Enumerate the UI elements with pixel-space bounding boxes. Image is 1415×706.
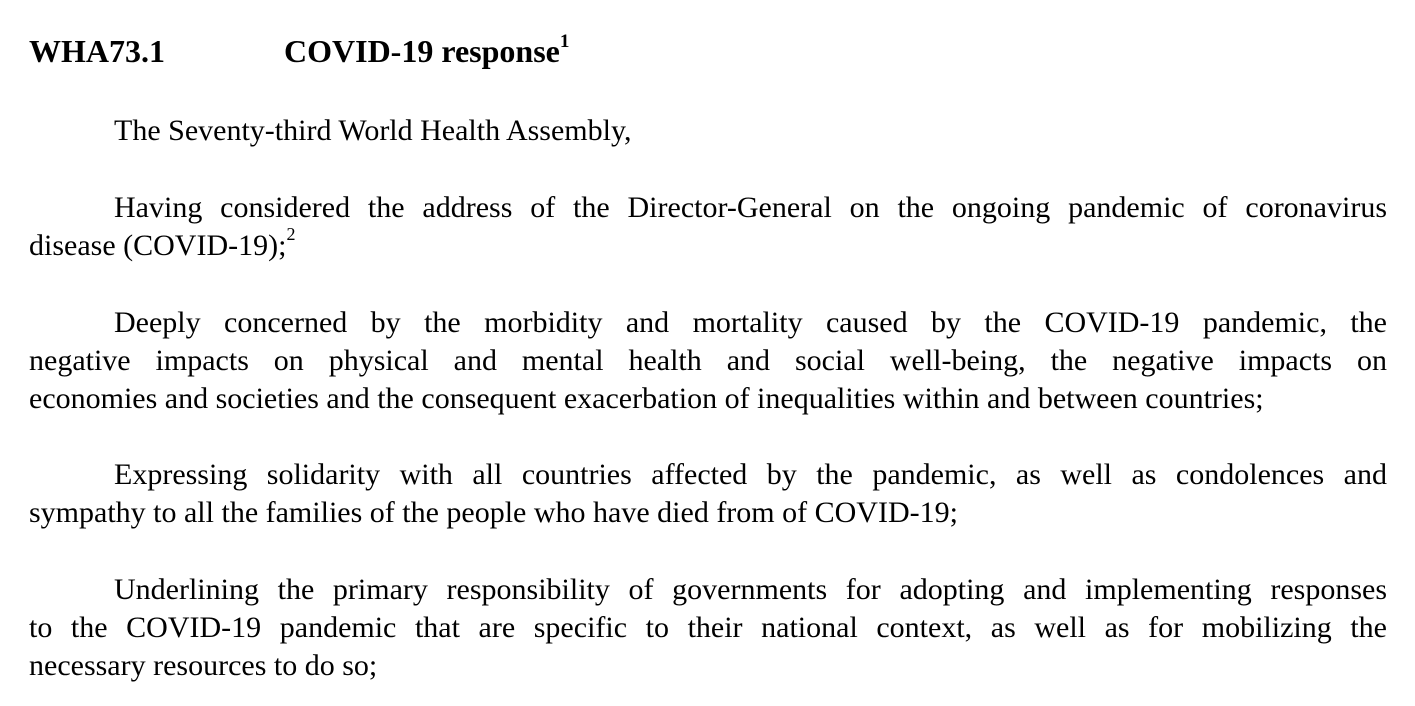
paragraph-expressing-solidarity: Expressing solidarity with all countries… — [29, 456, 1387, 532]
paragraph-line: sympathy to all the families of the peop… — [29, 496, 958, 529]
paragraph-underlining: Underlining the primary responsibility o… — [29, 571, 1387, 685]
footnote-marker-1: 1 — [559, 30, 570, 52]
paragraph-line: negative impacts on physical and mental … — [29, 344, 1387, 377]
paragraph-line: necessary resources to do so; — [29, 649, 378, 682]
paragraph-line: to the COVID-19 pandemic that are specif… — [29, 611, 1387, 644]
paragraph-line-text: disease (COVID-19); — [29, 229, 287, 262]
paragraph-line: The Seventy-third World Health Assembly, — [114, 114, 632, 147]
paragraph-line: Deeply concerned by the morbidity and mo… — [114, 306, 1387, 339]
paragraph-deeply-concerned: Deeply concerned by the morbidity and mo… — [29, 304, 1387, 418]
paragraph-having-considered: Having considered the address of the Dir… — [29, 189, 1387, 265]
resolution-code: WHA73.1 — [29, 33, 165, 69]
paragraph-line: economies and societies and the conseque… — [29, 382, 1264, 415]
resolution-title: COVID-19 response1 — [284, 30, 570, 70]
footnote-marker-2: 2 — [286, 224, 296, 245]
paragraph-line: Having considered the address of the Dir… — [114, 191, 1387, 224]
paragraph-assembly: The Seventy-third World Health Assembly, — [29, 112, 1387, 150]
paragraph-line-with-footnote: disease (COVID-19);2 — [29, 224, 1387, 265]
resolution-title-text: COVID-19 response — [284, 33, 560, 69]
paragraph-line: Underlining the primary responsibility o… — [114, 573, 1387, 606]
paragraph-line: Expressing solidarity with all countries… — [114, 458, 1387, 491]
